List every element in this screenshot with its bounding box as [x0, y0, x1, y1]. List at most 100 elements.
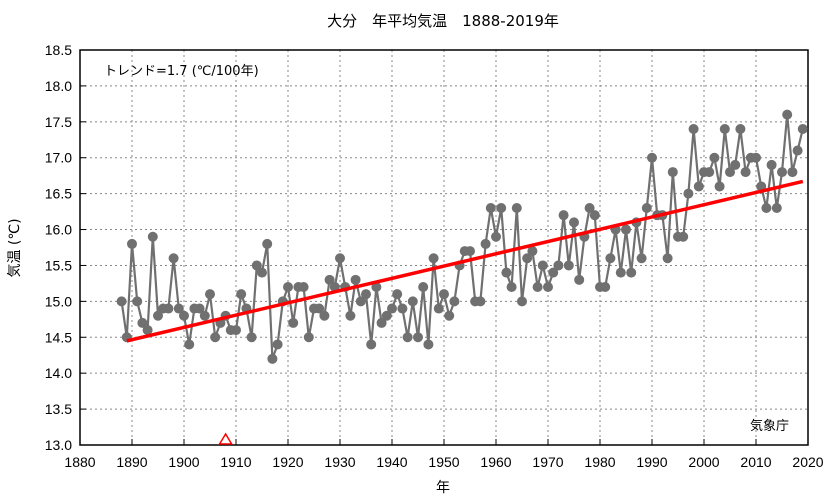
- data-point: [439, 289, 449, 300]
- y-tick-label: 15.5: [45, 257, 72, 273]
- data-point: [283, 282, 293, 292]
- data-point: [719, 124, 730, 134]
- axis-ticks: 1880 1890 1900 1910 1920 1930 1940 1950 1960 1970…: [45, 42, 824, 470]
- data-point: [730, 159, 741, 170]
- data-point: [236, 289, 247, 300]
- x-tick-label: 2020: [792, 454, 823, 470]
- x-tick-label: 1910: [220, 454, 251, 470]
- data-point: [371, 282, 382, 292]
- data-point: [298, 282, 309, 292]
- y-tick-label: 13.0: [45, 437, 72, 453]
- data-point: [199, 310, 210, 321]
- data-point: [517, 296, 527, 307]
- data-point: [761, 203, 772, 213]
- data-point: [667, 167, 678, 178]
- x-tick-label: 1980: [584, 454, 615, 470]
- data-point: [797, 124, 808, 134]
- data-point: [173, 303, 184, 314]
- data-point: [168, 253, 179, 264]
- data-point: [324, 274, 335, 285]
- data-point: [777, 167, 787, 178]
- data-point: [693, 181, 704, 192]
- data-point: [319, 310, 330, 321]
- data-point: [688, 124, 699, 134]
- y-tick-label: 16.0: [45, 222, 72, 238]
- x-tick-label: 1890: [116, 454, 147, 470]
- data-point: [683, 188, 694, 199]
- data-point: [355, 296, 366, 307]
- y-axis-label: 気温 (℃): [7, 218, 23, 277]
- data-point: [231, 325, 241, 336]
- data-point: [615, 267, 626, 278]
- data-point: [792, 145, 803, 156]
- data-point: [735, 124, 746, 134]
- x-tick-label: 1990: [636, 454, 667, 470]
- y-tick-label: 18.0: [45, 78, 72, 94]
- data-point: [184, 339, 195, 350]
- data-point: [246, 332, 257, 343]
- data-point: [584, 203, 595, 213]
- plot-frame: [79, 49, 809, 446]
- data-point: [397, 303, 408, 314]
- data-point: [511, 203, 522, 213]
- data-point: [205, 289, 215, 300]
- data-point: [428, 253, 439, 264]
- data-point: [725, 167, 735, 178]
- data-point: [387, 303, 397, 314]
- data-point: [147, 231, 158, 242]
- data-point: [704, 167, 715, 178]
- data-point: [153, 310, 163, 321]
- data-point: [506, 282, 517, 292]
- x-tick-label: 1880: [64, 454, 95, 470]
- data-point: [563, 260, 574, 271]
- x-axis-label: 年: [436, 480, 450, 496]
- data-point: [116, 296, 127, 307]
- y-tick-label: 17.0: [45, 150, 72, 166]
- data-point: [641, 203, 652, 213]
- data-point: [553, 260, 564, 271]
- x-tick-label: 1950: [428, 454, 459, 470]
- data-point: [350, 274, 361, 285]
- y-tick-label: 16.5: [45, 186, 72, 202]
- data-point: [678, 231, 689, 242]
- data-point: [491, 231, 501, 242]
- data-point: [444, 310, 455, 321]
- data-point: [303, 332, 314, 343]
- data-point: [163, 303, 174, 314]
- data-point: [532, 282, 543, 292]
- data-point: [433, 303, 444, 314]
- data-point: [142, 325, 153, 336]
- data-point: [537, 260, 548, 271]
- data-point: [501, 267, 512, 278]
- data-point: [787, 167, 798, 178]
- y-tick-label: 14.0: [45, 365, 72, 381]
- x-tick-label: 1960: [480, 454, 511, 470]
- data-point: [751, 152, 761, 163]
- series-layer: [116, 109, 808, 364]
- data-point: [465, 246, 475, 257]
- data-point: [485, 203, 496, 213]
- data-point: [413, 332, 423, 343]
- data-point: [335, 253, 345, 264]
- data-point: [194, 303, 205, 314]
- data-point: [449, 296, 460, 307]
- data-point: [361, 289, 371, 300]
- data-point: [621, 224, 631, 235]
- chart-title: 大分 年平均気温 1888-2019年: [327, 12, 559, 30]
- data-point: [662, 253, 673, 264]
- data-point: [418, 282, 429, 292]
- data-point: [272, 339, 283, 350]
- y-tick-label: 14.5: [45, 329, 72, 345]
- y-tick-label: 13.5: [45, 401, 72, 417]
- data-point: [522, 253, 533, 264]
- data-point: [600, 282, 611, 292]
- x-tick-label: 1930: [324, 454, 355, 470]
- source-label: 気象庁: [750, 418, 789, 434]
- data-point: [714, 181, 725, 192]
- data-point: [137, 317, 148, 328]
- data-point: [262, 238, 273, 249]
- x-tick-label: 1900: [168, 454, 199, 470]
- data-point: [496, 203, 507, 213]
- data-point: [257, 267, 267, 278]
